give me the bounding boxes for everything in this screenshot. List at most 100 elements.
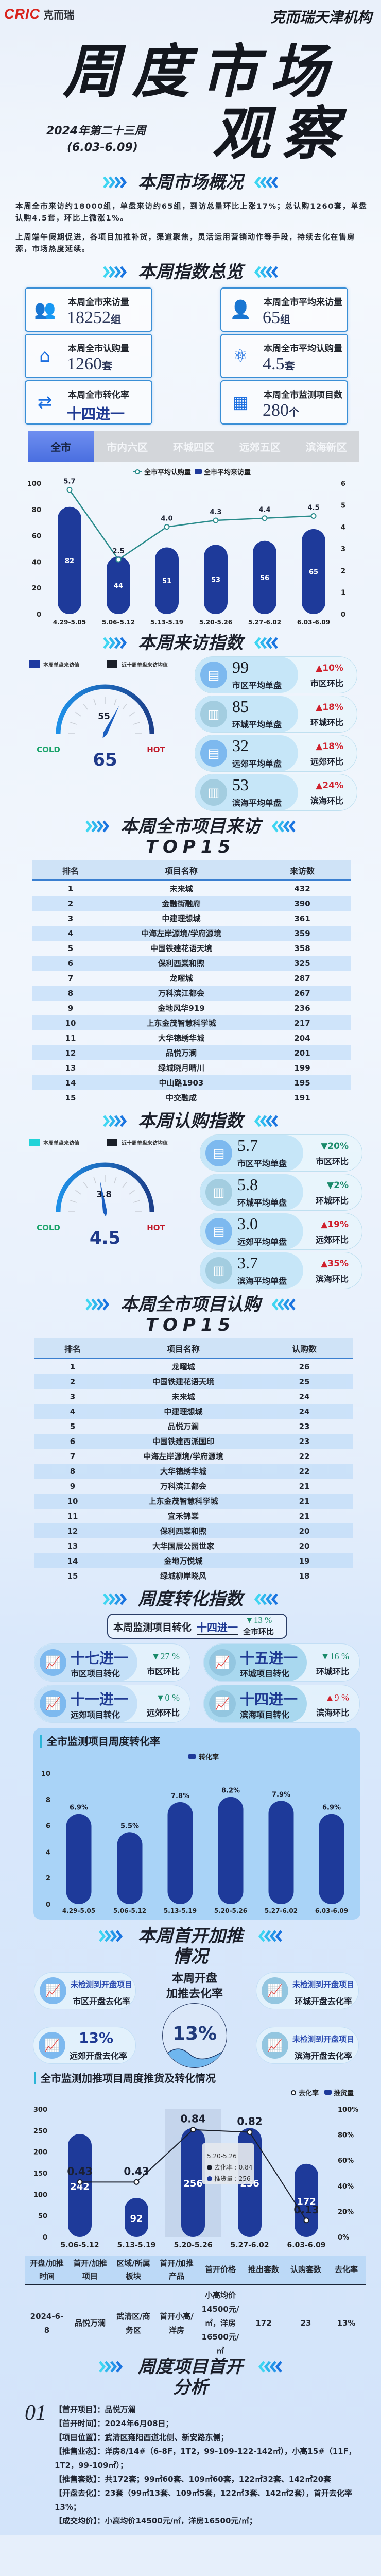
change-value: 13 % xyxy=(253,1615,272,1625)
value-number: 280 xyxy=(263,401,289,420)
user-icon: 👤 xyxy=(230,299,252,320)
count-cell: 22 xyxy=(255,1464,353,1479)
x-axis-tick-label: 5.06-5.12 xyxy=(61,2241,99,2249)
table-cell: 2024-6-8 xyxy=(30,2311,64,2335)
line-series xyxy=(68,489,314,561)
region-card-label: 滨海平均单盘 xyxy=(232,798,282,808)
line-point xyxy=(303,2217,309,2224)
region-card: ▥ 5.8 环城平均单盘 ▼2% 环城环比 xyxy=(200,1174,362,1211)
section-title: 本周来访指数 xyxy=(138,633,243,653)
change-value: 24% xyxy=(322,781,343,791)
region-card-value: 53 xyxy=(232,775,249,794)
bar xyxy=(302,529,325,614)
logo-en: CRIC xyxy=(4,6,40,22)
section-title-sub: TOP15 xyxy=(145,837,236,857)
region-card-value: 99 xyxy=(232,658,249,676)
tab-滨海新区[interactable]: 滨海新区 xyxy=(305,440,347,453)
triangle-up-icon: ▲ xyxy=(316,702,323,713)
table-row: 5 品悦万澜 23 xyxy=(34,1419,353,1434)
y-right-axis-tick-label: 40% xyxy=(338,2183,354,2191)
legend-label: 推货量 xyxy=(334,2089,354,2097)
conversion-card-value: 十四进一 xyxy=(240,1691,298,1708)
analysis-line: 【推售套数】：共172套；99㎡60套、109㎡60套，122㎡32套、142㎡… xyxy=(55,2475,332,2484)
cric-logo: CRIC 克而瑞 xyxy=(4,6,74,22)
value-unit: 组 xyxy=(280,313,290,326)
conversion-card-label: 环城项目转化 xyxy=(240,1669,290,1679)
bar xyxy=(58,506,81,614)
gauge-needle xyxy=(100,1180,107,1217)
region-card-label: 环城平均单盘 xyxy=(232,720,282,730)
x-axis-tick-label: 5.13-5.19 xyxy=(164,1907,197,1914)
y-right-axis-tick-label: 2 xyxy=(341,567,345,575)
region-card-change-label: 滨海环比 xyxy=(315,1274,349,1284)
chevron-left-icon xyxy=(251,265,278,279)
region-card-label: 市区平均单盘 xyxy=(232,681,282,690)
bar-data-label: 51 xyxy=(162,578,171,585)
analysis-line: 【首开时间】：2024年6月08日； xyxy=(55,2419,174,2428)
rank-cell: 10 xyxy=(34,1494,111,1509)
y-axis-tick-label: 100 xyxy=(33,2191,47,2199)
bar-data-label: 6.9% xyxy=(322,1804,341,1812)
project-name-cell: 中国铁建花语天境 xyxy=(111,1374,255,1389)
index-card-value: 4.5套 xyxy=(263,354,295,374)
project-name-cell: 中交融成 xyxy=(165,1093,197,1103)
table-row: 2 金融街融府 390 xyxy=(32,896,351,911)
count-cell: 432 xyxy=(294,884,310,893)
gauge-tick xyxy=(122,704,127,710)
section-title-main: 本周全市项目来访 xyxy=(120,816,261,837)
y-right-axis-tick-label: 0% xyxy=(338,2234,349,2242)
count-cell: 20 xyxy=(299,1541,310,1551)
column-header: 认购数 xyxy=(255,1338,353,1359)
trend-chart-icon: 📈 xyxy=(39,2032,65,2059)
value-number: 1260 xyxy=(67,354,102,374)
region-card-change: ▲10% xyxy=(316,663,343,673)
region-card-change-label: 环城环比 xyxy=(315,1196,349,1206)
tooltip-marker xyxy=(207,2165,212,2170)
region-card-change-label: 远郊环比 xyxy=(315,1235,349,1245)
x-axis-tick-label: 6.03-6.09 xyxy=(297,619,330,626)
project-name-cell: 品悦万澜 xyxy=(109,1045,253,1060)
gauge-tick xyxy=(133,1200,140,1203)
chevron-left-icon xyxy=(251,1592,278,1606)
rank-cell: 12 xyxy=(32,1045,109,1060)
tooltip-title: 5.20-5.26 xyxy=(207,2153,237,2160)
project-name-cell: 中海左岸源境/学府源境 xyxy=(143,1452,223,1461)
legend-bar-marker xyxy=(324,2090,332,2095)
legend-swatch xyxy=(107,660,117,668)
tab-环城四区[interactable]: 环城四区 xyxy=(172,440,214,453)
bar xyxy=(125,2197,148,2237)
opening-card-label: 市区开盘去化率 xyxy=(73,1996,131,2006)
change-value: 20% xyxy=(327,1141,349,1151)
bar xyxy=(218,1797,244,1904)
table-row: 1 龙曜城 26 xyxy=(34,1359,353,1375)
table-row: 9 金地风华919 236 xyxy=(32,1001,351,1015)
tab-远郊五区[interactable]: 远郊五区 xyxy=(239,440,281,453)
line-point xyxy=(115,556,122,563)
tooltip-row: 去化率 : 0.84 xyxy=(214,2163,252,2171)
index-card-value: 18252组 xyxy=(67,308,121,328)
trend-chart-icon: 📈 xyxy=(262,2032,288,2059)
tab-全市[interactable]: 全市 xyxy=(28,431,94,462)
gauge-arc xyxy=(56,684,154,734)
column-header: 来访数 xyxy=(253,860,351,881)
table-row: 7 中海左岸源境/学府源境 22 xyxy=(34,1449,353,1464)
y-right-axis-tick-label: 3 xyxy=(341,546,345,553)
chevron-right-icon xyxy=(85,1298,112,1311)
bar xyxy=(268,1801,294,1904)
rank-cell: 5 xyxy=(67,943,74,953)
rank-cell: 11 xyxy=(67,1511,78,1521)
region-card-change: ▲35% xyxy=(321,1259,349,1269)
conversion-card-label: 远郊项目转化 xyxy=(71,1710,120,1720)
table-row: 12 保利西棠和煦 20 xyxy=(34,1523,353,1538)
monitor-chart-icon: ▥ xyxy=(200,779,227,806)
opening-center-label-2: 加推去化率 xyxy=(166,1988,223,2001)
value-unit: 组 xyxy=(111,313,121,326)
bar xyxy=(319,1814,344,1904)
line-data-label: 4.0 xyxy=(161,515,172,523)
tab-市内六区[interactable]: 市内六区 xyxy=(107,440,148,453)
count-cell: 21 xyxy=(299,1481,310,1491)
triangle-up-icon: ▲ xyxy=(321,1259,328,1269)
project-name-cell: 大华锦绣华城 xyxy=(111,1464,255,1479)
section-title: 本周指数总览 xyxy=(138,262,243,282)
legend-label: 全市平均来访量 xyxy=(203,468,251,477)
